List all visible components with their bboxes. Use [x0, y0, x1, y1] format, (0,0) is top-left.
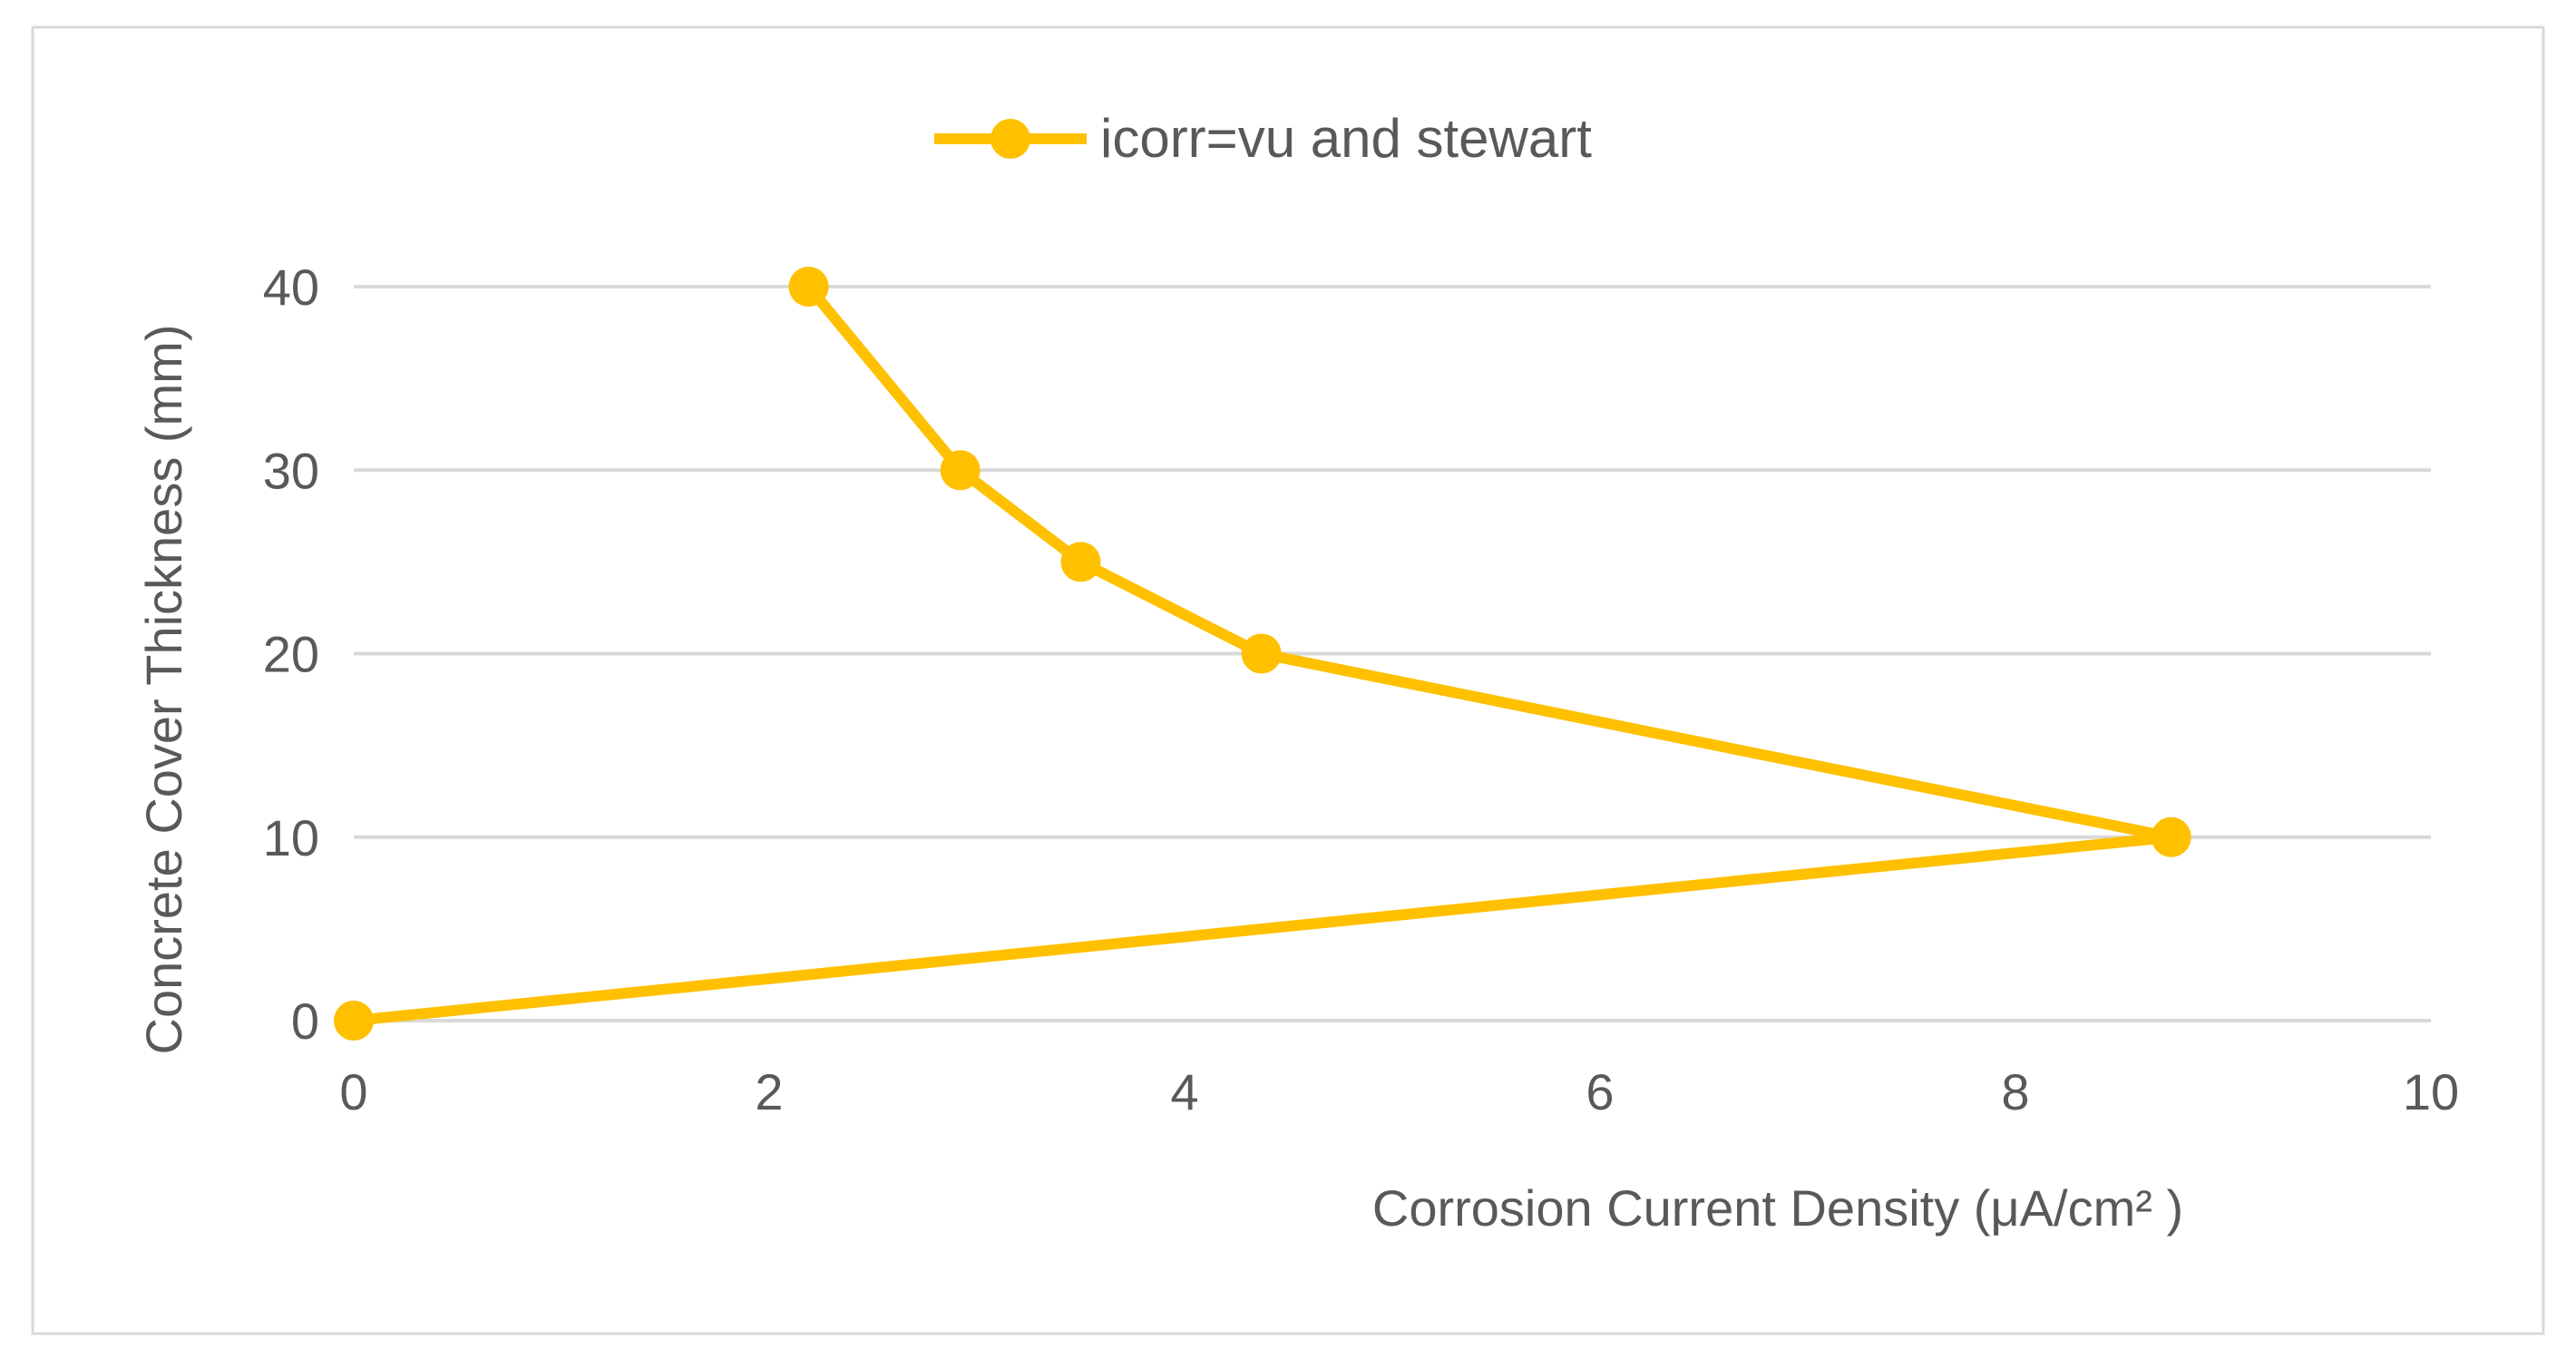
data-point — [788, 267, 829, 307]
chart-frame — [31, 25, 2545, 1335]
data-point — [1060, 542, 1101, 582]
x-tick-label: 0 — [339, 1063, 367, 1120]
legend-label: icorr=vu and stewart — [1100, 108, 1592, 169]
x-axis-title: Corrosion Current Density (μA/cm² ) — [1372, 1179, 2183, 1237]
y-tick-label: 40 — [263, 259, 319, 316]
legend: icorr=vu and stewart — [934, 108, 1592, 169]
y-tick-label: 10 — [263, 809, 319, 866]
y-axis-title: Concrete Cover Thickness (mm) — [135, 325, 192, 1055]
gridlines — [354, 285, 2431, 839]
x-tick-label: 4 — [1170, 1063, 1198, 1120]
data-point — [2151, 817, 2191, 857]
series-layer — [334, 267, 2191, 1041]
series-line — [348, 281, 2177, 1026]
data-point — [940, 450, 981, 491]
x-tick-label: 2 — [755, 1063, 783, 1120]
x-tick-label: 6 — [1586, 1063, 1614, 1120]
y-axis-ticks: 0 10 20 30 40 — [263, 259, 319, 1050]
x-tick-label: 10 — [2403, 1063, 2459, 1120]
data-point — [1241, 633, 1282, 674]
y-tick-label: 30 — [263, 442, 319, 499]
y-tick-label: 0 — [291, 993, 319, 1050]
legend-marker — [990, 119, 1030, 159]
x-axis-ticks: 0 2 4 6 8 10 — [339, 1063, 2459, 1120]
y-tick-label: 20 — [263, 626, 319, 683]
data-point — [334, 1001, 374, 1041]
x-tick-label: 8 — [2001, 1063, 2029, 1120]
